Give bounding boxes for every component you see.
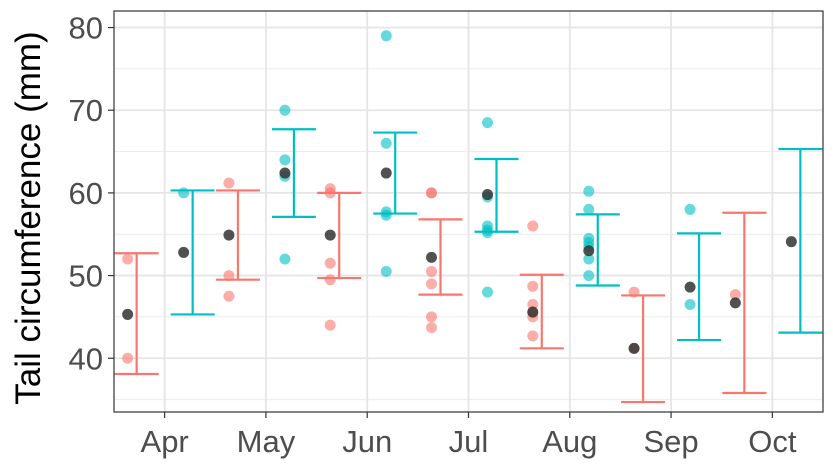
y-tick-label: 80 [69, 11, 103, 46]
y-tick-label: 60 [69, 176, 103, 211]
data-point [583, 203, 595, 215]
data-point [324, 274, 336, 286]
mean-point [279, 167, 291, 179]
x-axis-ticks: Apr May Jun Jul Aug Sep Oct [141, 412, 797, 459]
data-point [223, 270, 235, 282]
data-point [684, 203, 696, 215]
data-point [684, 299, 696, 311]
mean-point [785, 236, 797, 248]
mean-point [628, 342, 640, 354]
x-tick-label: Apr [141, 424, 189, 459]
data-point [380, 265, 392, 277]
data-point [324, 187, 336, 199]
error-bars [114, 128, 823, 404]
mean-point [223, 229, 235, 241]
x-tick-label: May [237, 424, 296, 459]
data-point [527, 220, 539, 232]
data-point [380, 209, 392, 221]
mean-point [482, 189, 493, 201]
x-tick-label: Jul [449, 424, 489, 459]
mean-point [178, 246, 190, 258]
data-point [279, 154, 291, 166]
data-point [482, 117, 493, 129]
data-point [426, 265, 437, 277]
data-point [426, 278, 437, 290]
y-axis-title: Tail circumference (mm) [9, 31, 48, 404]
data-point [482, 286, 493, 298]
mean-points [122, 167, 797, 354]
data-point [482, 227, 493, 239]
mean-point [684, 281, 696, 293]
data-point [279, 253, 291, 265]
mean-point [527, 306, 539, 318]
data-point [583, 185, 595, 197]
data-point [729, 289, 741, 301]
data-point [223, 290, 235, 302]
data-point [426, 187, 437, 199]
data-point [380, 137, 392, 149]
mean-point [583, 245, 595, 257]
x-tick-label: Sep [643, 424, 698, 459]
mean-point [426, 251, 437, 263]
mean-point [324, 229, 336, 241]
mean-point [380, 167, 392, 179]
data-point [583, 253, 595, 265]
data-point [527, 280, 539, 292]
data-point [279, 104, 291, 116]
x-tick-label: Oct [748, 424, 797, 459]
y-tick-label: 40 [69, 341, 103, 376]
y-tick-label: 70 [69, 93, 103, 128]
data-point [628, 286, 640, 298]
y-axis-ticks: 40 50 60 70 80 [69, 11, 114, 376]
x-tick-label: Jun [342, 424, 392, 459]
grid [114, 11, 823, 412]
data-point [122, 352, 134, 364]
mean-point [729, 297, 741, 309]
data-point [178, 187, 190, 199]
data-point [583, 270, 595, 282]
data-point [324, 257, 336, 269]
y-tick-label: 50 [69, 259, 103, 294]
data-point [426, 311, 437, 323]
x-tick-label: Aug [542, 424, 597, 459]
data-point [527, 330, 539, 342]
data-points [122, 30, 741, 364]
data-point [380, 30, 392, 42]
mean-point [122, 308, 134, 320]
data-point [223, 177, 235, 189]
data-point [324, 319, 336, 331]
data-point [122, 253, 134, 265]
data-point [426, 322, 437, 334]
